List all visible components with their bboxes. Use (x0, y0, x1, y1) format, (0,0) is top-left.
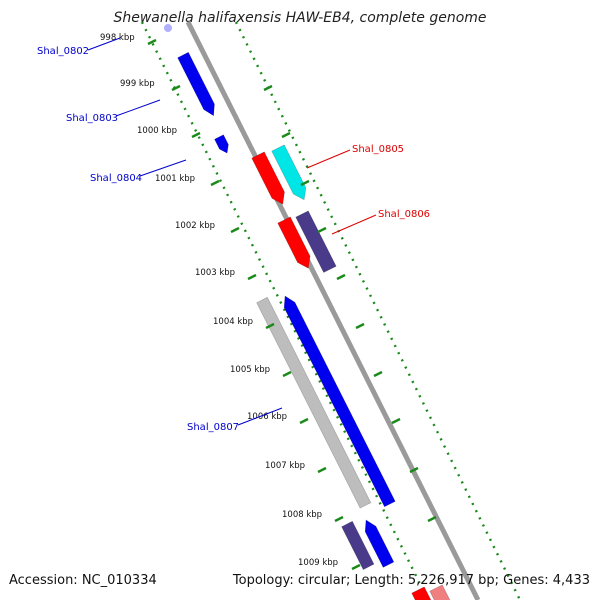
gene-red-2 (277, 216, 311, 269)
gene-shal-0807 (256, 296, 372, 509)
tick-mark (282, 370, 292, 378)
tick-label: 1000 kbp (137, 126, 177, 136)
gene-label-leader (87, 37, 121, 51)
tick-label: 1003 kbp (195, 268, 235, 278)
tick-label: 998 kbp (100, 33, 135, 43)
genome-title: Shewanella halifaxensis HAW-EB4, complet… (113, 10, 487, 26)
gene-red-bottom (411, 586, 432, 600)
gene-shal-0804 (214, 134, 229, 154)
tick-mark-outer (336, 273, 346, 281)
genome-backbone (185, 20, 481, 600)
tick-mark (334, 515, 344, 523)
gene-label-leader (306, 149, 351, 169)
tick-label: 1008 kbp (282, 510, 322, 520)
tick-label: 1009 kbp (298, 558, 338, 568)
ruler-inner (140, 21, 430, 600)
gene-label-leader (237, 407, 283, 426)
backbone-line (185, 20, 481, 600)
tick-labels: 998 kbp 999 kbp 1000 kbp 1001 kbp 1002 kbp 10… (100, 33, 437, 571)
tick-mark (147, 38, 157, 46)
tick-mark-outer (355, 322, 365, 330)
tick-mark (265, 322, 275, 330)
tick-mark (210, 179, 220, 187)
tick-label: 1004 kbp (213, 317, 253, 327)
tick-mark-outer (409, 466, 419, 474)
tick-mark (299, 417, 309, 425)
gene-label-leader (331, 214, 377, 235)
tick-mark-outer (300, 179, 310, 187)
genome-summary: Topology: circular; Length: 5,226,917 bp… (232, 573, 590, 588)
tick-mark (317, 466, 327, 474)
gene-shal-0805 (271, 144, 307, 201)
tick-mark (351, 563, 361, 571)
tick-mark (191, 131, 201, 139)
gene-label-leader (115, 99, 161, 117)
tick-label: 1005 kbp (230, 365, 270, 375)
gene-shal-0803 (177, 51, 215, 117)
tick-mark-outer (263, 84, 273, 92)
gene-shal-0802 (164, 24, 172, 32)
gene-label-shal-0804: Shal_0804 (90, 173, 142, 184)
tick-mark-outer (281, 131, 291, 139)
tick-mark (247, 273, 257, 281)
tick-label: 1001 kbp (155, 174, 195, 184)
tick-label: 1002 kbp (175, 221, 215, 231)
tick-mark-outer (427, 515, 437, 523)
gene-label-shal-0807: Shal_0807 (187, 422, 239, 433)
gene-shal-0806 (295, 210, 337, 273)
gene-label-shal-0802: Shal_0802 (37, 46, 89, 57)
tick-label: 999 kbp (120, 79, 155, 89)
gene-label-shal-0803: Shal_0803 (66, 113, 118, 124)
gene-features (164, 24, 451, 600)
ruler-outer (234, 21, 522, 600)
tick-mark-outer (391, 417, 401, 425)
gene-forward-lower (364, 519, 395, 568)
gene-purple-lower (341, 520, 375, 570)
accession-label: Accession: NC_010334 (9, 573, 157, 588)
gene-label-leader (139, 159, 187, 177)
gene-label-shal-0806: Shal_0806 (378, 209, 430, 220)
tick-mark (171, 84, 181, 92)
gene-label-shal-0805: Shal_0805 (352, 144, 404, 155)
tick-mark-outer (373, 370, 383, 378)
gene-labels: Shal_0802 Shal_0803 Shal_0804 Shal_0805 Shal… (37, 37, 430, 433)
tick-label: 1007 kbp (265, 461, 305, 471)
tick-label: 1006 kbp (247, 412, 287, 422)
gene-forward-long (283, 295, 396, 508)
tick-mark-outer (317, 226, 327, 234)
tick-mark (230, 226, 240, 234)
gene-red-1 (251, 151, 285, 205)
ruler-dots (140, 21, 522, 600)
